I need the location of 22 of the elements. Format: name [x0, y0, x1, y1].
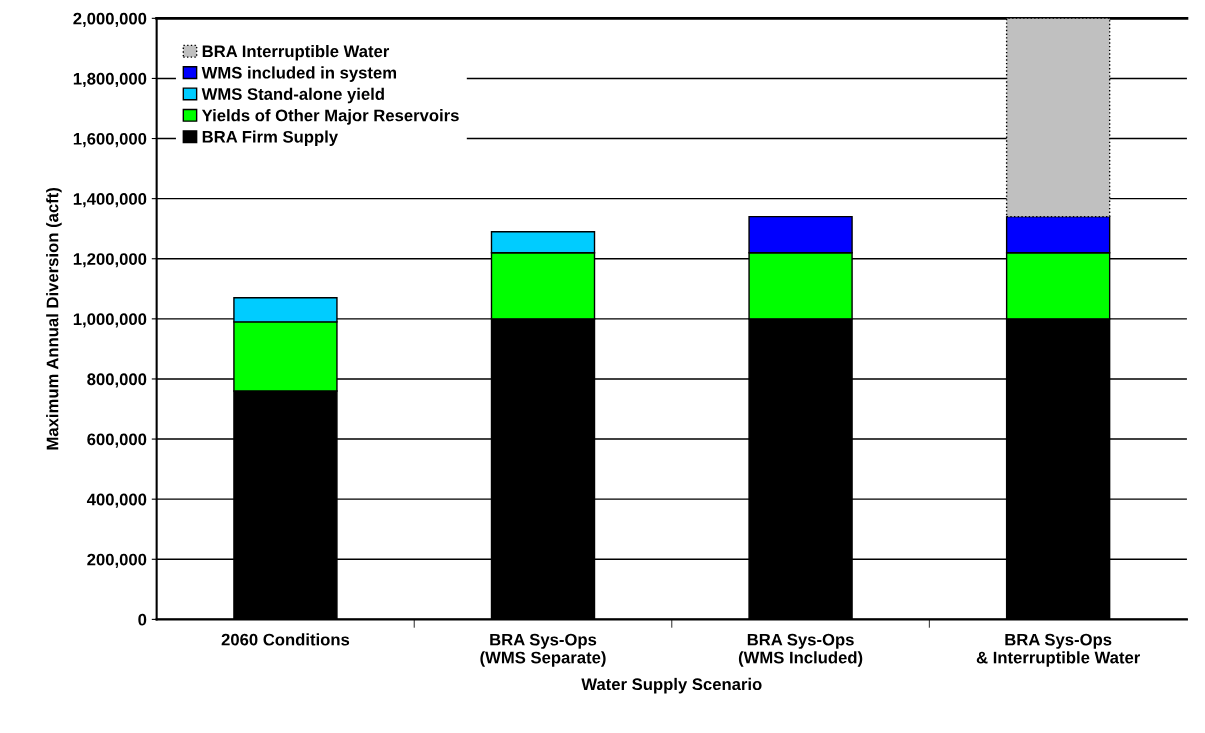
y-tick-label: 2,000,000 — [73, 12, 147, 27]
y-axis-title: Maximum Annual Diversion (acft) — [46, 188, 62, 450]
x-tick-label: BRA Sys-Ops (WMS Separate) — [480, 633, 606, 667]
legend-label: WMS Stand-alone yield — [201, 87, 384, 104]
y-tick-label: 1,200,000 — [73, 253, 147, 268]
y-tick-label: 200,000 — [87, 553, 147, 568]
y-tick-label: 400,000 — [86, 493, 147, 508]
y-tick-label: 600,000 — [87, 433, 147, 448]
legend-label: BRA Firm Supply — [202, 130, 338, 147]
y-tick-label: 1,400,000 — [73, 193, 147, 208]
x-axis-title: Water Supply Scenario — [581, 677, 762, 694]
legend-label: WMS included in system — [201, 66, 397, 82]
x-tick-label: 2060 Conditions — [221, 633, 350, 646]
legend-label: BRA Interruptible Water — [202, 44, 390, 61]
y-tick-label: 800,000 — [87, 373, 147, 388]
y-tick-label: 1,000,000 — [73, 313, 147, 328]
legend-label: Yields of Other Major Reservoirs — [201, 109, 459, 125]
y-tick-label: 1,600,000 — [73, 132, 147, 148]
y-tick-label: 0 — [138, 613, 147, 626]
y-tick-label: 1,800,000 — [73, 72, 147, 88]
x-tick-label: BRA Sys-Ops & Interruptible Water — [976, 633, 1140, 667]
x-tick-label: BRA Sys-Ops (WMS Included) — [738, 633, 863, 667]
